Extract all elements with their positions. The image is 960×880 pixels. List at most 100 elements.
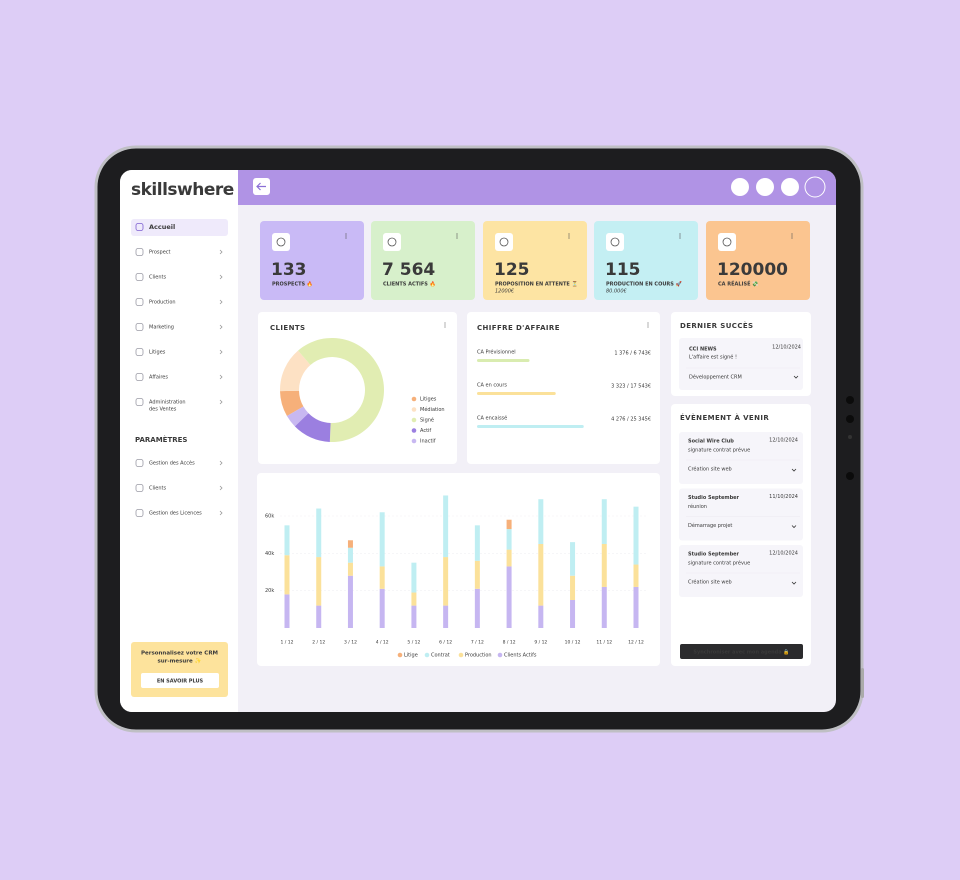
dropdown-chevron (793, 375, 799, 379)
legend-label: Production (465, 653, 492, 659)
item-project: Développement CRM (689, 374, 742, 381)
progress-bar (477, 359, 530, 362)
promo-text: Personnalisez votre CRM (141, 651, 218, 657)
legend-swatch (411, 417, 417, 423)
bar-segment (633, 586, 639, 628)
bar-segment (316, 605, 322, 628)
bar-segment (316, 557, 322, 606)
promo-text: sur-mesure ✨ (157, 658, 201, 665)
event-item (679, 545, 803, 597)
revenue-label: CA encaissé (477, 415, 507, 422)
kpi-menu-dot (345, 233, 347, 235)
kpi-icon-glyph (276, 237, 286, 247)
revenue-label: CA en cours (477, 383, 507, 389)
nav-chevron (219, 299, 223, 305)
legend-swatch (411, 428, 417, 433)
x-tick-label: 1 / 12 (281, 640, 294, 646)
card-menu-dot (444, 324, 446, 326)
camera-dot (846, 472, 854, 480)
item-name: Social Wire Club (688, 439, 734, 445)
event-item (679, 488, 803, 541)
bar-segment (347, 540, 353, 548)
bar-segment (411, 605, 417, 628)
bar-segment (379, 566, 385, 589)
bar-segment (316, 508, 322, 558)
nav-item: Production (149, 300, 176, 306)
x-tick-label: 10 / 12 (565, 640, 581, 646)
card-menu-dot (647, 324, 649, 326)
kpi-menu-dot (345, 237, 347, 239)
bar-segment (570, 575, 576, 600)
nav-item: Administration (149, 400, 186, 406)
kpi-menu-dot (456, 235, 458, 237)
bar-segment (601, 499, 607, 544)
kpi-value: 115 (605, 260, 641, 280)
bar-segment (443, 557, 449, 606)
x-tick-label: 3 / 12 (344, 640, 357, 646)
legend-swatch (411, 407, 417, 412)
sync-button[interactable] (680, 644, 803, 659)
promo-button[interactable] (141, 673, 219, 688)
nav-chevron (219, 349, 223, 355)
legend-label: Médiation (420, 406, 445, 413)
bar-segment (474, 588, 480, 628)
nav-icon (135, 248, 144, 256)
bar-segment (570, 600, 576, 628)
avatar[interactable] (804, 176, 826, 198)
donut-slice (280, 390, 304, 416)
item-project: Création site web (688, 579, 732, 586)
dropdown-chevron (791, 525, 797, 529)
card-menu-dot (444, 322, 446, 324)
x-tick-label: 12 / 12 (628, 640, 644, 646)
legend-swatch (497, 652, 503, 658)
legend-label: Contrat (431, 653, 450, 659)
nav-item: Marketing (149, 325, 174, 331)
x-tick-label: 4 / 12 (376, 640, 389, 646)
legend-swatch (411, 396, 417, 402)
item-text: signature contrat prévue (688, 560, 750, 567)
bar-segment (379, 512, 385, 567)
bar-segment (506, 519, 512, 530)
kpi-value: 120000 (717, 260, 788, 280)
top-icon-button[interactable] (731, 178, 749, 196)
nav-chevron (219, 399, 223, 405)
nav-icon (135, 373, 144, 381)
kpi-menu-dot (791, 233, 793, 235)
nav-item: des Ventes (149, 407, 177, 413)
bar-segment (347, 562, 353, 576)
nav-chevron (219, 274, 223, 280)
success-item (679, 338, 803, 390)
revenue-amount: 3 323 / 17 543€ (611, 384, 651, 390)
kpi-menu-dot (456, 233, 458, 235)
top-icon-button[interactable] (756, 178, 774, 196)
logo: skillswhere (131, 180, 234, 200)
donut-slice (286, 406, 309, 427)
card-menu-dot (444, 326, 446, 328)
legend-swatch (458, 652, 464, 658)
camera-dot (846, 415, 854, 423)
kpi-menu-dot (568, 237, 570, 239)
kpi-menu-dot (345, 235, 347, 237)
y-tick-label: 60k (265, 514, 274, 520)
nav-item: Gestion des Licences (149, 511, 202, 517)
bar-segment (633, 506, 639, 565)
x-tick-label: 5 / 12 (407, 640, 420, 646)
item-date: 12/10/2024 (769, 438, 798, 444)
kpi-icon (718, 233, 736, 251)
screen: skillswhere Accueil Prospect Clients Product… (120, 170, 836, 712)
y-tick-label: 20k (265, 588, 274, 594)
kpi-value: 133 (271, 260, 307, 280)
top-icon-button[interactable] (781, 178, 799, 196)
nav-chevron (219, 324, 223, 330)
kpi-menu-dot (456, 237, 458, 239)
bar-segment (506, 566, 512, 628)
bar-segment (601, 544, 607, 587)
nav-chevron (219, 374, 223, 380)
kpi-icon-glyph (610, 237, 620, 247)
x-tick-label: 2 / 12 (312, 640, 325, 646)
item-date: 12/10/2024 (769, 551, 798, 557)
donut-slice (294, 413, 331, 442)
card-menu-dot (647, 326, 649, 328)
bar-segment (411, 592, 417, 606)
